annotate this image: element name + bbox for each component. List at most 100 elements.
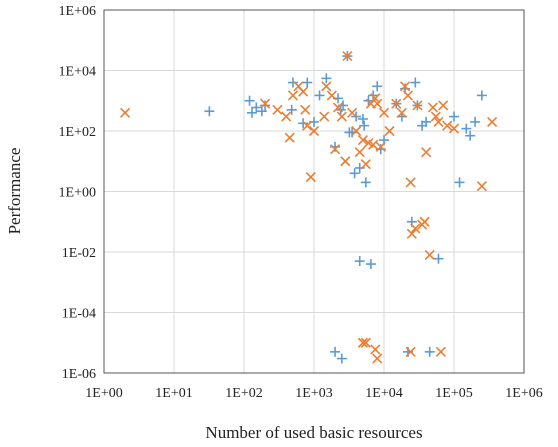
x-marker-point: [360, 159, 371, 170]
plus-marker-point: [204, 106, 215, 117]
x-marker-point: [326, 90, 337, 101]
x-marker-point: [442, 120, 453, 131]
x-marker-point: [330, 144, 341, 155]
plus-marker-point: [354, 256, 365, 267]
plus-marker-point: [433, 253, 444, 264]
plus-marker-point: [449, 111, 459, 122]
plot-area: [103, 9, 525, 374]
x-marker-point: [302, 120, 313, 131]
y-tick-label: 1E+06: [59, 4, 96, 19]
x-marker-point: [357, 337, 368, 348]
x-marker-point: [412, 100, 423, 111]
x-marker-point: [120, 107, 131, 118]
x-tick-label: 1E+03: [295, 386, 332, 401]
plus-marker-point: [359, 120, 370, 131]
x-marker-point: [332, 102, 344, 113]
plus-marker-point: [365, 259, 376, 270]
y-tick-label: 1E-04: [62, 307, 96, 322]
y-tick-label: 1E+02: [59, 125, 96, 140]
x-tick-label: 1E+06: [505, 386, 542, 401]
x-marker-point: [336, 111, 347, 122]
x-marker-point: [370, 93, 381, 104]
x-marker-point: [319, 111, 330, 122]
y-tick-label: 1E-02: [62, 246, 96, 261]
x-marker-point: [406, 228, 417, 239]
x-marker-point: [487, 116, 498, 127]
plus-marker-point: [330, 346, 341, 357]
plus-marker-point: [410, 77, 421, 88]
x-marker-point: [340, 156, 351, 167]
x-marker-point: [402, 90, 414, 101]
plus-marker-point: [465, 130, 476, 141]
x-marker-point: [351, 125, 362, 137]
x-tick-labels: 1E+00 1E+01 1E+02 1E+03 1E+04 1E+05 1E+06: [85, 386, 542, 401]
grid: [103, 9, 525, 374]
x-marker-point: [410, 223, 421, 234]
x-marker-point: [372, 353, 383, 364]
x-marker-point: [357, 135, 368, 146]
x-tick-label: 1E+04: [365, 386, 402, 401]
x-marker-point: [391, 98, 402, 109]
x-marker-point: [260, 98, 271, 109]
plus-marker-point: [302, 77, 313, 88]
x-marker-point: [321, 81, 332, 92]
plus-marker-point: [287, 77, 298, 88]
x-tick-label: 1E+02: [225, 386, 262, 401]
x-marker-point: [396, 107, 407, 118]
x-tick-label: 1E+00: [85, 386, 122, 401]
points: [120, 51, 498, 364]
plus-marker-point: [244, 95, 255, 106]
x-marker-point: [433, 116, 444, 127]
x-axis-title: Number of used basic resources: [205, 423, 422, 442]
x-marker-point: [430, 111, 441, 122]
plus-marker-point: [454, 177, 465, 188]
plus-marker-point: [360, 177, 371, 188]
plus-marker-point: [421, 116, 432, 127]
plus-marker-point: [298, 118, 309, 129]
plus-marker-point: [476, 90, 487, 101]
x-marker-point: [284, 132, 295, 143]
y-axis-title: Performance: [5, 148, 24, 235]
plus-marker-point: [286, 104, 297, 115]
plus-marker-point: [461, 123, 472, 134]
plus-marker-point: [246, 107, 257, 118]
y-tick-label: 1E+04: [59, 65, 96, 80]
x-marker-point: [368, 139, 379, 150]
plus-marker-point: [260, 100, 271, 111]
x-marker-point: [375, 141, 386, 152]
x-marker-point: [342, 51, 353, 62]
plus-marker-point: [251, 102, 262, 113]
x-tick-label: 1E+01: [155, 386, 192, 401]
x-marker-point: [438, 100, 449, 111]
x-marker-point: [421, 147, 432, 158]
x-marker-point: [300, 104, 311, 115]
x-marker-point: [435, 346, 446, 357]
x-marker-point: [347, 107, 358, 118]
x-marker-point: [427, 102, 438, 113]
plus-marker-point: [314, 90, 325, 101]
plus-marker-point: [354, 162, 365, 173]
x-marker-point: [287, 90, 298, 101]
plus-marker-point: [349, 168, 360, 179]
x-marker-point: [419, 216, 430, 227]
x-marker-point: [272, 104, 283, 115]
plus-marker-point: [424, 346, 435, 357]
x-marker-point: [305, 172, 316, 183]
x-marker-point: [298, 86, 309, 97]
x-marker-point: [384, 125, 395, 137]
x-tick-label: 1E+05: [435, 386, 472, 401]
x-marker-point: [372, 98, 383, 109]
y-tick-label: 1E-06: [62, 367, 96, 382]
x-marker-point: [400, 81, 411, 92]
y-tick-labels: 1E+06 1E+04 1E+02 1E+00 1E-02 1E-04 1E-06: [59, 4, 96, 382]
x-marker-point: [281, 111, 292, 122]
x-marker-point: [378, 107, 390, 118]
x-marker-point: [360, 337, 371, 348]
x-marker-point: [405, 177, 416, 188]
x-marker-point: [405, 346, 416, 357]
x-marker-point: [308, 125, 320, 137]
plus-marker-point: [336, 353, 347, 364]
y-tick-label: 1E+00: [59, 186, 96, 201]
plus-marker-point: [357, 113, 368, 124]
x-marker-point: [424, 249, 435, 260]
